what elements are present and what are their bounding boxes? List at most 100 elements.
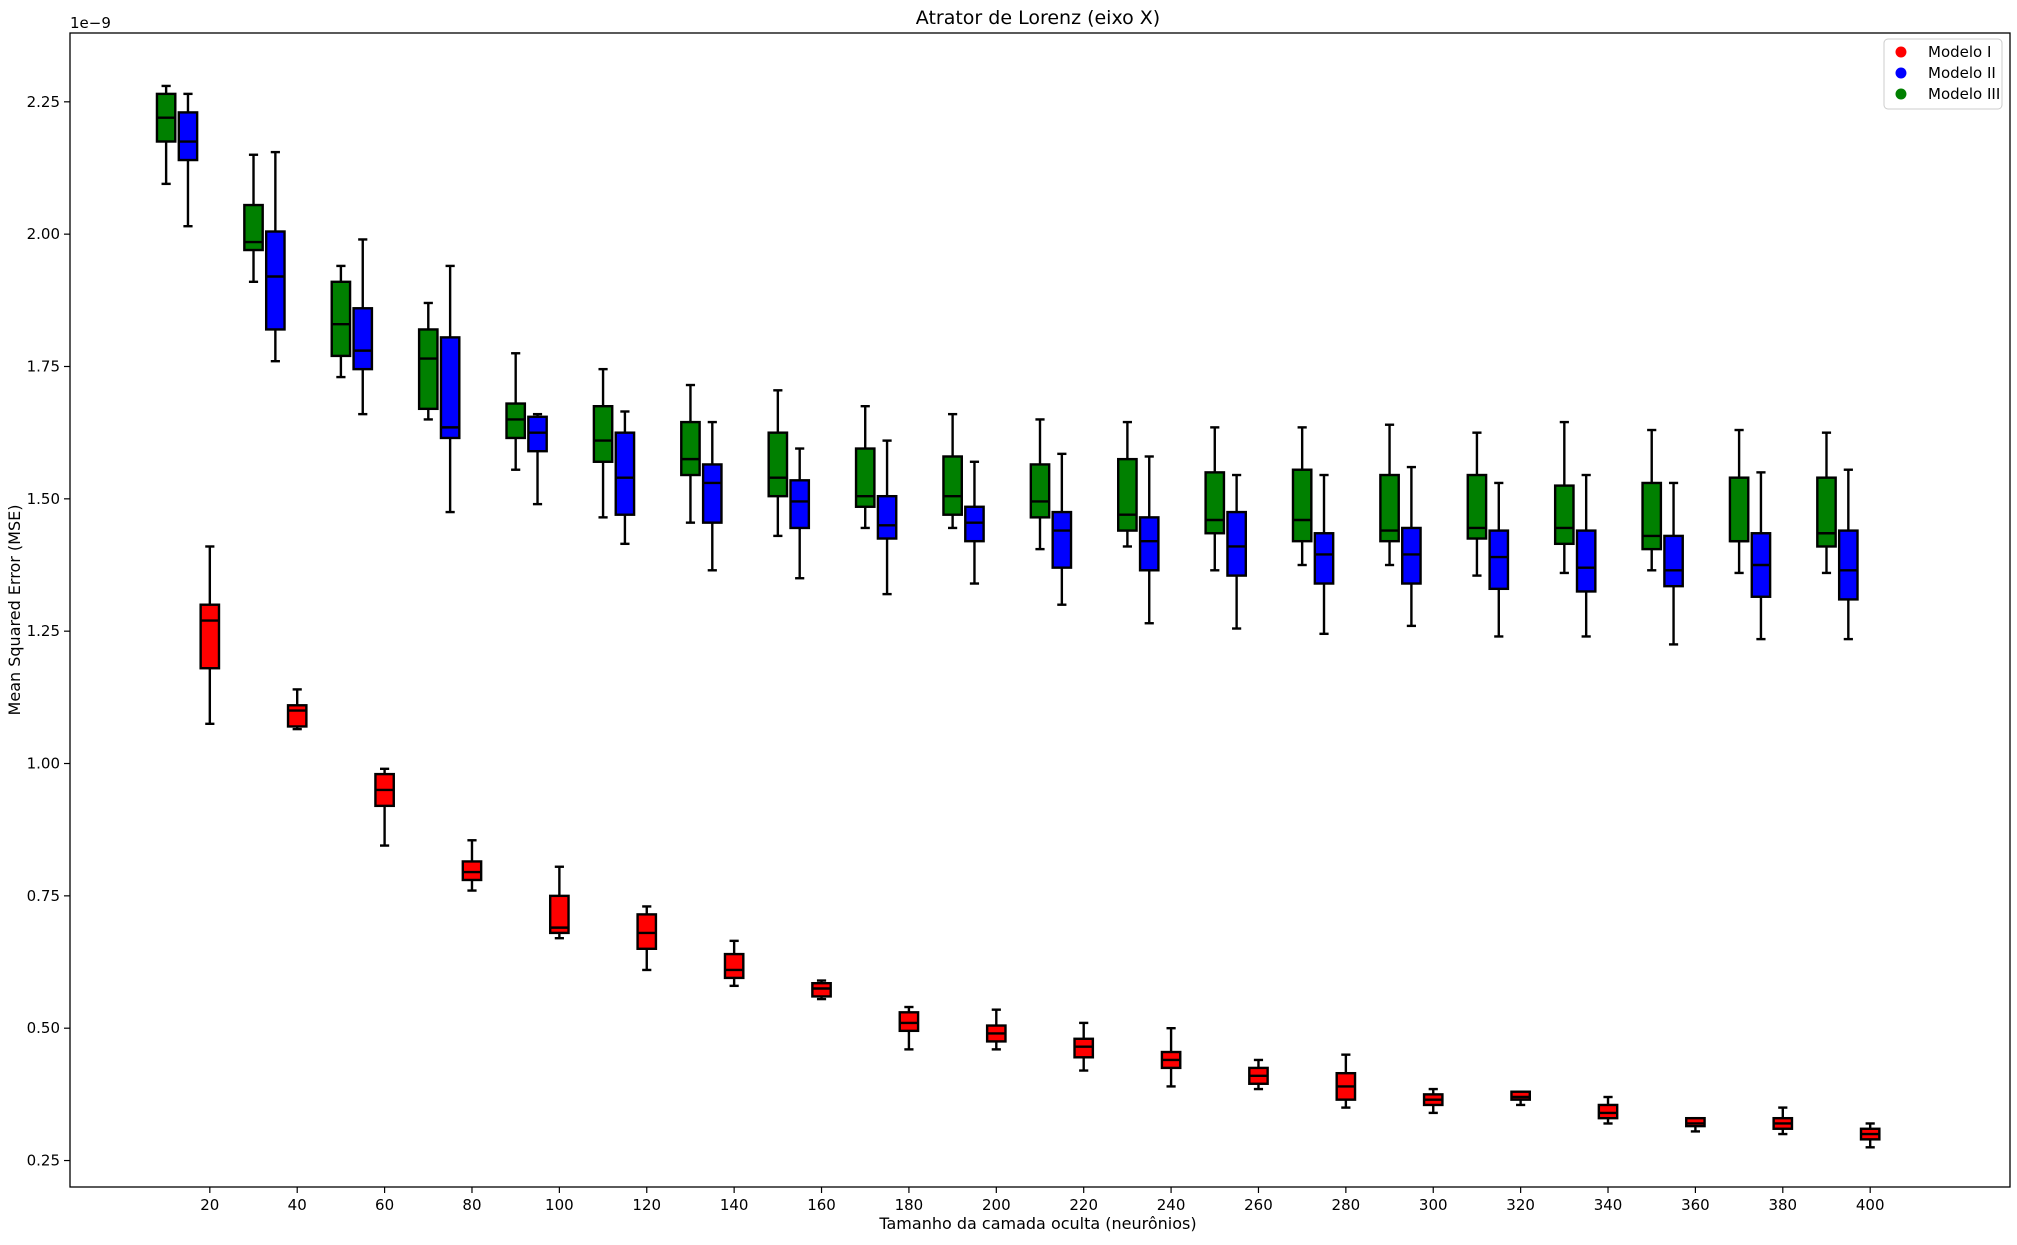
x-tick-label: 260 — [1244, 1196, 1273, 1214]
box-body — [811, 981, 832, 998]
box-body — [723, 952, 745, 980]
box-body — [1575, 529, 1597, 593]
box-body — [527, 415, 548, 453]
y-tick-label: 1.25 — [27, 622, 60, 640]
box-255 — [1226, 473, 1247, 630]
y-tick-label: 0.25 — [27, 1152, 60, 1170]
box-195 — [964, 460, 985, 585]
box-120 — [636, 905, 658, 972]
box-body — [1663, 534, 1684, 588]
box-body — [1401, 526, 1422, 585]
box-55 — [352, 238, 374, 416]
box-body — [636, 913, 658, 950]
box-body — [505, 402, 527, 440]
box-390 — [1816, 431, 1837, 575]
box-body — [1379, 473, 1400, 543]
legend-label: Modelo II — [1928, 64, 1996, 82]
box-60 — [374, 767, 395, 847]
box-body — [264, 230, 286, 331]
y-tick-label: 0.75 — [27, 887, 60, 905]
box-body — [1510, 1090, 1532, 1101]
box-260 — [1248, 1058, 1269, 1091]
box-275 — [1313, 473, 1335, 636]
box-body — [439, 336, 461, 440]
box-body — [1029, 463, 1051, 519]
x-tick-label: 340 — [1594, 1196, 1623, 1214]
box-355 — [1663, 481, 1684, 646]
box-80 — [461, 839, 483, 892]
legend-item-modelo-iii: Modelo III — [1895, 85, 2000, 103]
box-75 — [439, 264, 461, 514]
legend-marker — [1895, 88, 1907, 100]
y-tick-label: 1.00 — [27, 755, 60, 773]
box-395 — [1837, 468, 1859, 641]
box-body — [1051, 510, 1073, 569]
box-body — [789, 479, 811, 530]
box-body — [1488, 529, 1510, 591]
x-tick-label: 40 — [288, 1196, 307, 1214]
box-body — [1138, 516, 1160, 572]
box-40 — [286, 688, 308, 731]
boxes-layer — [155, 84, 1881, 1149]
x-tick-label: 200 — [982, 1196, 1011, 1214]
x-tick-label: 280 — [1332, 1196, 1361, 1214]
y-tick-label: 1.75 — [27, 357, 60, 375]
box-360 — [1685, 1116, 1706, 1133]
y-tick-label: 2.00 — [27, 225, 60, 243]
box-375 — [1750, 471, 1772, 641]
box-body — [680, 420, 701, 477]
series-modelo-iii — [155, 84, 1837, 577]
box-200 — [985, 1008, 1007, 1051]
box-330 — [1553, 420, 1575, 575]
x-axis-title: Tamanho da camada oculta (neurônios) — [878, 1214, 1196, 1233]
box-20 — [199, 545, 221, 726]
legend-label: Modelo III — [1928, 85, 2000, 103]
plot-frame — [69, 32, 2011, 1188]
box-310 — [1466, 431, 1488, 577]
box-body — [1291, 468, 1313, 543]
y-tick-label: 0.50 — [27, 1019, 60, 1037]
box-270 — [1291, 426, 1313, 567]
box-290 — [1379, 423, 1400, 567]
x-tick-label: 160 — [807, 1196, 836, 1214]
box-body — [1073, 1037, 1095, 1059]
axes-layer: 0.25 0.50 0.75 1.00 1.25 1.50 1.75 2.00 2.25 20 40… — [27, 32, 2011, 1214]
box-50 — [330, 264, 352, 379]
box-350 — [1641, 428, 1663, 572]
chart-title: Atrator de Lorenz (eixo X) — [916, 7, 1160, 29]
box-body — [330, 280, 352, 358]
box-150 — [767, 389, 789, 538]
box-body — [854, 447, 876, 508]
box-body — [1728, 476, 1750, 543]
x-tick-label: 120 — [632, 1196, 661, 1214]
box-body — [1597, 1103, 1619, 1120]
box-body — [352, 307, 374, 371]
box-70 — [417, 301, 439, 421]
box-95 — [527, 412, 548, 506]
box-body — [1226, 510, 1247, 577]
series-modelo-i — [199, 545, 1881, 1149]
box-240 — [1160, 1026, 1182, 1088]
x-tick-label: 220 — [1069, 1196, 1098, 1214]
box-body — [286, 704, 308, 728]
box-body — [177, 111, 199, 162]
legend-box — [1883, 38, 2003, 110]
box-body — [417, 328, 439, 411]
box-250 — [1204, 426, 1226, 572]
box-body — [1117, 457, 1138, 532]
box-300 — [1422, 1087, 1444, 1115]
box-175 — [876, 439, 898, 596]
box-body — [1553, 484, 1575, 546]
box-body — [592, 404, 614, 463]
legend-item-modelo-ii: Modelo II — [1895, 64, 1996, 82]
y-tick-label: 1.50 — [27, 490, 60, 508]
y-tick-label: 2.25 — [27, 93, 60, 111]
x-tick-label: 300 — [1419, 1196, 1448, 1214]
box-15 — [177, 92, 199, 228]
y-scale-label: 1e−9 — [70, 14, 111, 32]
box-body — [964, 505, 985, 543]
x-tick-label: 20 — [200, 1196, 219, 1214]
x-tick-label: 60 — [375, 1196, 394, 1214]
